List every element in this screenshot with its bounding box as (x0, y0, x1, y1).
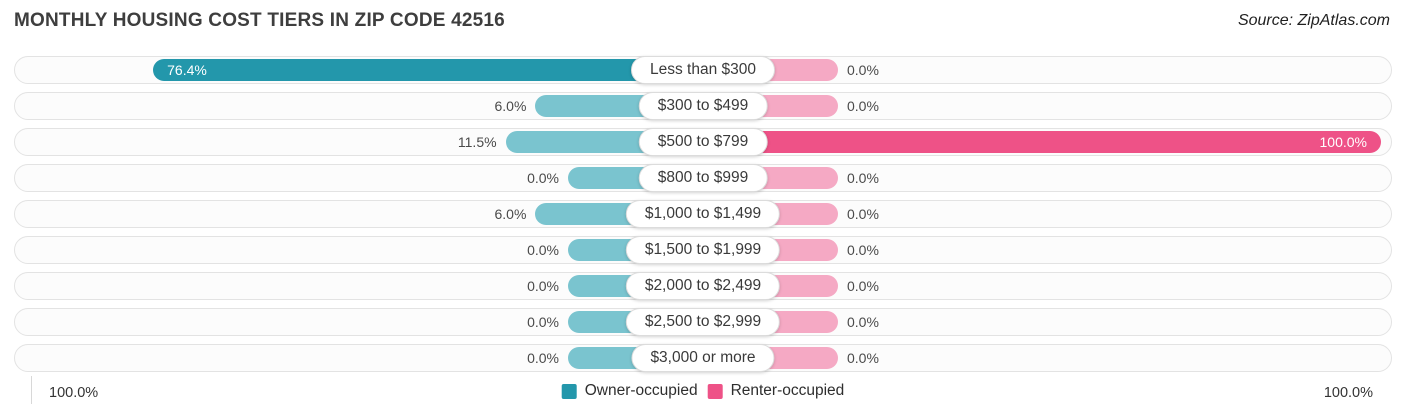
owner-value-label: 0.0% (527, 242, 559, 258)
renter-value-label: 0.0% (847, 314, 879, 330)
owner-value-label: 0.0% (527, 278, 559, 294)
legend-label-owner: Owner-occupied (584, 382, 698, 399)
renter-value-label: 0.0% (847, 170, 879, 186)
cost-tier-row: 11.5% 100.0% $500 to $799 (14, 128, 1392, 156)
page-title: MONTHLY HOUSING COST TIERS IN ZIP CODE 4… (14, 10, 505, 31)
chart-footer: 100.0% Owner-occupied Renter-occupied 10… (0, 372, 1406, 415)
owner-value-label: 76.4% (167, 62, 207, 78)
category-label-pill: $800 to $999 (638, 164, 768, 192)
owner-value-label: 6.0% (494, 98, 527, 114)
source-attribution: Source: ZipAtlas.com (1237, 12, 1390, 29)
x-axis-max-right: 100.0% (1323, 385, 1373, 401)
cost-tier-row: 6.0% 0.0% $1,000 to $1,499 (14, 200, 1392, 228)
renter-value-label: 0.0% (847, 278, 879, 294)
category-label-pill: $300 to $499 (638, 92, 768, 120)
category-label-pill: $1,000 to $1,499 (625, 200, 781, 228)
owner-value-label: 0.0% (527, 314, 559, 330)
renter-occupied-swatch-icon (707, 383, 723, 399)
owner-occupied-swatch-icon (561, 383, 577, 399)
owner-value-label: 0.0% (527, 170, 559, 186)
cost-tier-row: 0.0% 0.0% $800 to $999 (14, 164, 1392, 192)
legend-item-renter: Renter-occupied (707, 382, 845, 400)
renter-value-label: 0.0% (847, 98, 879, 114)
category-label-pill: $500 to $799 (638, 128, 768, 156)
category-label-pill: Less than $300 (630, 56, 776, 84)
legend: Owner-occupied Renter-occupied (557, 382, 850, 400)
legend-item-owner: Owner-occupied (561, 382, 698, 400)
renter-bar (703, 131, 1381, 153)
x-axis-max-left: 100.0% (49, 385, 99, 401)
owner-value-label: 0.0% (527, 350, 559, 366)
legend-label-renter: Renter-occupied (730, 382, 845, 399)
renter-value-label: 100.0% (1319, 134, 1367, 150)
cost-tier-row: 0.0% 0.0% $2,500 to $2,999 (14, 308, 1392, 336)
cost-tier-row: 0.0% 0.0% $2,000 to $2,499 (14, 272, 1392, 300)
cost-tier-row: 0.0% 0.0% $3,000 or more (14, 344, 1392, 372)
renter-value-label: 0.0% (847, 242, 879, 258)
owner-bar (153, 59, 703, 81)
category-label-pill: $2,500 to $2,999 (625, 308, 781, 336)
cost-tier-row: 6.0% 0.0% $300 to $499 (14, 92, 1392, 120)
renter-value-label: 0.0% (847, 206, 879, 222)
housing-cost-chart: 76.4% 0.0% Less than $300 6.0% 0.0% $300 to $… (14, 56, 1392, 380)
owner-value-label: 6.0% (494, 206, 527, 222)
category-label-pill: $1,500 to $1,999 (625, 236, 781, 264)
category-label-pill: $3,000 or more (631, 344, 775, 372)
renter-value-label: 0.0% (847, 62, 879, 78)
cost-tier-row: 0.0% 0.0% $1,500 to $1,999 (14, 236, 1392, 264)
renter-value-label: 0.0% (847, 350, 879, 366)
axis-tick-left (31, 376, 32, 404)
category-label-pill: $2,000 to $2,499 (625, 272, 781, 300)
owner-value-label: 11.5% (457, 134, 497, 150)
cost-tier-row: 76.4% 0.0% Less than $300 (14, 56, 1392, 84)
